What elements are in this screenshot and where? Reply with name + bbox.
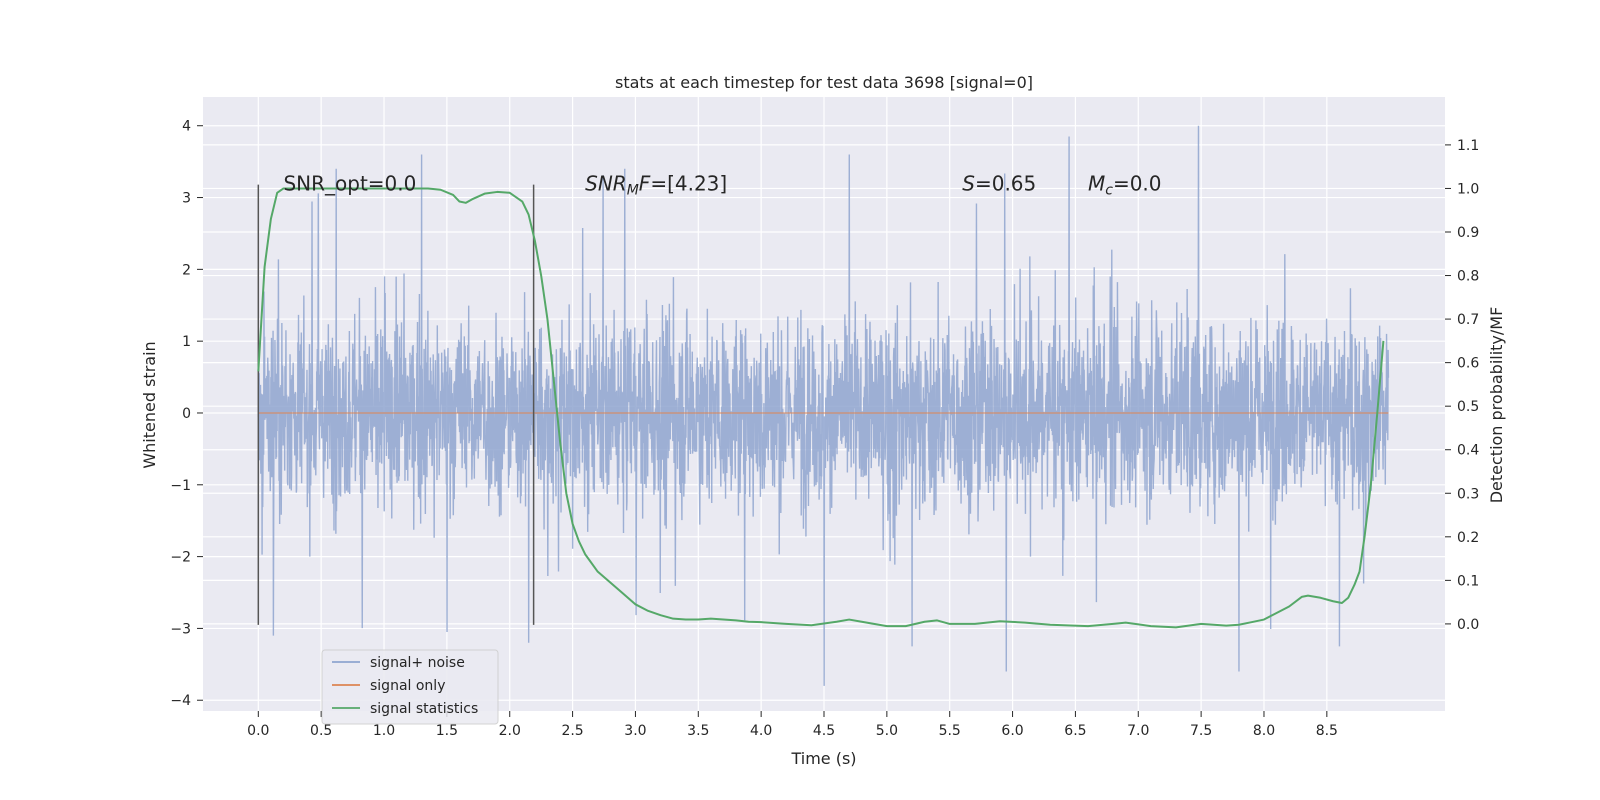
- right-y-axis-label: Detection probability/MF: [1487, 307, 1506, 504]
- yr-tick-label-6: 0.6: [1457, 356, 1479, 372]
- yr-tick-label-8: 0.8: [1457, 269, 1479, 285]
- annotation-snr-mf: SNRMF=[4.23]: [585, 171, 727, 198]
- yr-tick-label-2: 0.2: [1457, 530, 1479, 546]
- signal-statistics-series: [257, 187, 1385, 629]
- x-tick-label-1: 0.5: [310, 723, 332, 739]
- yl-tick-label-7: 3: [182, 191, 191, 207]
- noise-series: [257, 125, 1390, 686]
- yr-tick-label-11: 1.1: [1457, 138, 1479, 154]
- yr-tick-label-5: 0.5: [1457, 399, 1479, 415]
- annotation-snr-opt: SNR_opt=0.0: [283, 171, 416, 195]
- yl-tick-label-3: −1: [170, 478, 191, 494]
- vertical-markers: [257, 184, 535, 625]
- yl-tick-label-6: 2: [182, 262, 191, 278]
- x-tick-label-14: 7.0: [1127, 723, 1149, 739]
- x-tick-label-12: 6.0: [1001, 723, 1023, 739]
- legend-box: [321, 649, 499, 725]
- x-tick-label-9: 4.5: [813, 723, 835, 739]
- x-tick-label-15: 7.5: [1190, 723, 1212, 739]
- noise-trace: [257, 125, 1390, 686]
- x-tick-label-2: 1.0: [373, 723, 395, 739]
- annotations: SNR_opt=0.0 SNRMF=[4.23] S=0.65 Mc=0.0: [283, 171, 1161, 198]
- yr-tick-label-4: 0.4: [1457, 443, 1479, 459]
- right-y-axis-ticks: 0.0 0.1 0.2 0.3 0.4 0.5 0.6 0.7 0.8 0.9 1.0 1.1: [1445, 138, 1479, 633]
- yl-tick-label-2: −2: [170, 550, 191, 566]
- left-y-axis-ticks: −4 −3 −2 −1 0 1 2 3 4: [170, 119, 203, 709]
- x-axis-label: Time (s): [790, 749, 856, 768]
- yl-tick-label-1: −3: [170, 621, 191, 637]
- x-tick-label-7: 3.5: [687, 723, 709, 739]
- yr-tick-label-10: 1.0: [1457, 181, 1479, 197]
- yl-tick-label-5: 1: [182, 334, 191, 350]
- yl-tick-label-8: 4: [182, 119, 191, 135]
- x-tick-label-0: 0.0: [247, 723, 269, 739]
- x-tick-label-4: 2.0: [499, 723, 521, 739]
- legend-label-noise: signal+ noise: [370, 655, 465, 671]
- left-y-axis-label: Whitened strain: [140, 341, 159, 468]
- x-tick-label-3: 1.5: [436, 723, 458, 739]
- legend-label-signal-only: signal only: [370, 678, 445, 694]
- annotation-s-stat: S=0.65: [962, 171, 1036, 195]
- x-tick-label-5: 2.5: [561, 723, 583, 739]
- x-tick-label-17: 8.5: [1316, 723, 1338, 739]
- legend-label-statistics: signal statistics: [370, 701, 478, 717]
- legend: signal+ noise signal only signal statist…: [321, 649, 499, 725]
- x-tick-label-16: 8.0: [1253, 723, 1275, 739]
- yr-tick-label-3: 0.3: [1457, 486, 1479, 502]
- x-tick-label-13: 6.5: [1064, 723, 1086, 739]
- x-tick-label-8: 4.0: [750, 723, 772, 739]
- annotation-mc: Mc=0.0: [1088, 171, 1162, 198]
- x-tick-label-11: 5.5: [939, 723, 961, 739]
- yl-tick-label-4: 0: [182, 406, 191, 422]
- x-tick-label-6: 3.0: [624, 723, 646, 739]
- yr-tick-label-1: 0.1: [1457, 573, 1479, 589]
- statistics-curve: [257, 187, 1385, 629]
- yr-tick-label-9: 0.9: [1457, 225, 1479, 241]
- chart-title: stats at each timestep for test data 369…: [615, 73, 1033, 92]
- yl-tick-label-0: −4: [170, 693, 191, 709]
- x-tick-label-10: 5.0: [876, 723, 898, 739]
- yr-tick-label-7: 0.7: [1457, 312, 1479, 328]
- x-axis-ticks: 0.0 0.5 1.0 1.5 2.0 2.5 3.0 3.5 4.0 4.5 5.0 5.5 6.0 6…: [247, 711, 1338, 739]
- yr-tick-label-0: 0.0: [1457, 617, 1479, 633]
